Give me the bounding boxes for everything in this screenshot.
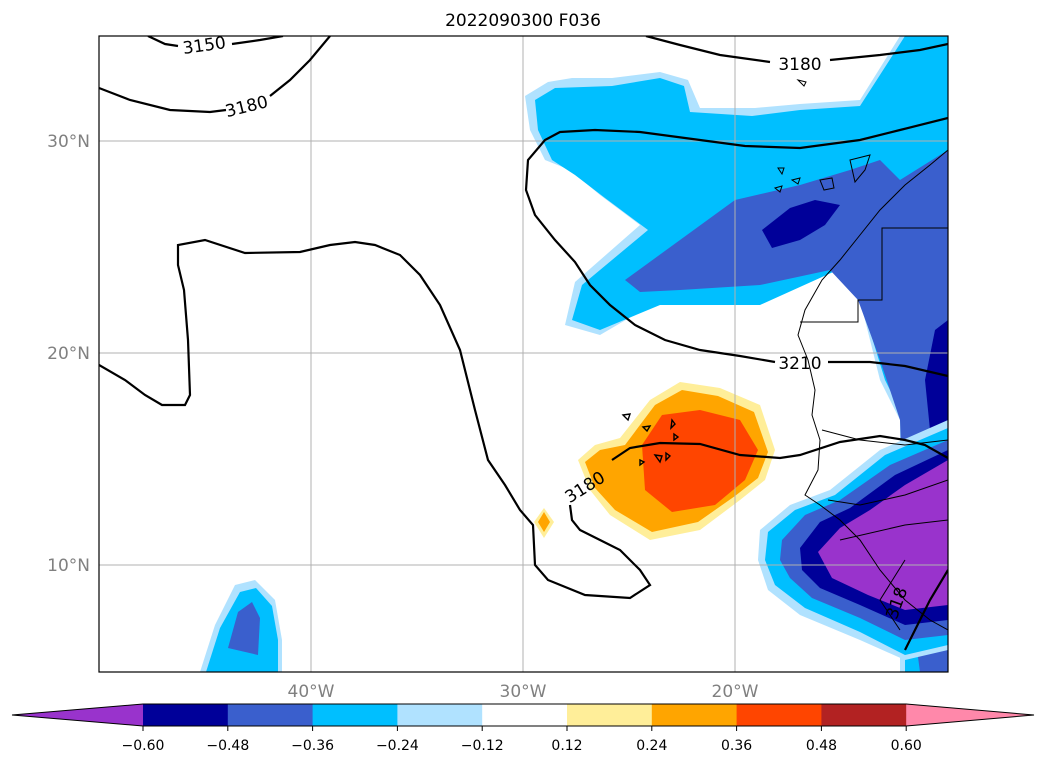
colorbar-tick-label: −0.48 [206, 738, 249, 754]
colorbar-bin [821, 704, 907, 726]
map-title: 2022090300 F036 [445, 11, 601, 31]
longitude-labels: 40°W 30°W 20°W [288, 682, 759, 702]
plot-area: 3150 3180 3180 3180 3210 318 [99, 33, 948, 672]
colorbar-extend-max [906, 704, 1034, 726]
plot-frame [98, 35, 949, 673]
lon-label-40w: 40°W [288, 682, 335, 702]
cape-verde-islands [621, 413, 680, 467]
negative-anomaly-south [758, 420, 948, 660]
latitude-labels: 30°N 20°N 10°N [47, 132, 90, 576]
positive-anomaly [534, 382, 775, 540]
negative-anomaly-north [525, 36, 948, 672]
colorbar-tick-label: 0.24 [636, 738, 667, 754]
colorbar-tick-label: 0.60 [891, 738, 922, 754]
colorbar-tick-label: 0.36 [721, 738, 752, 754]
lon-label-30w: 30°W [500, 682, 547, 702]
negative-anomaly-southwest [200, 580, 282, 672]
colorbar-tick-label: 0.48 [806, 738, 837, 754]
height-contours [99, 36, 948, 651]
colorbar-bin [143, 704, 229, 726]
lat-label-30n: 30°N [47, 132, 90, 152]
lon-label-20w: 20°W [712, 682, 759, 702]
contour-label-3180-north: 3180 [778, 55, 821, 75]
contour-label-3150: 3150 [181, 33, 227, 59]
colorbar-tick-label: −0.12 [461, 738, 504, 754]
colorbar-bin [227, 704, 314, 726]
colorbar-bin [736, 704, 822, 726]
lat-label-10n: 10°N [47, 556, 90, 576]
colorbar-bin [482, 704, 568, 726]
colorbar-tick-label: 0.12 [551, 738, 582, 754]
contour-label-3210: 3210 [778, 354, 821, 374]
colorbar-bin [651, 704, 738, 726]
colorbar-extend-min [12, 704, 143, 726]
coastlines [773, 79, 948, 631]
colorbar-bin [567, 704, 653, 726]
colorbar-tick-label: −0.24 [376, 738, 419, 754]
colorbar-tick-label: −0.60 [122, 738, 165, 754]
colorbar-bin [312, 704, 398, 726]
colorbar-tick-label: −0.36 [291, 738, 334, 754]
colorbar: −0.60 −0.48 −0.36 −0.24 −0.12 0.12 0.24 0.36 0.4… [11, 703, 1035, 754]
graticule [99, 36, 948, 672]
colorbar-bin [397, 704, 483, 726]
lat-label-20n: 20°N [47, 344, 90, 364]
